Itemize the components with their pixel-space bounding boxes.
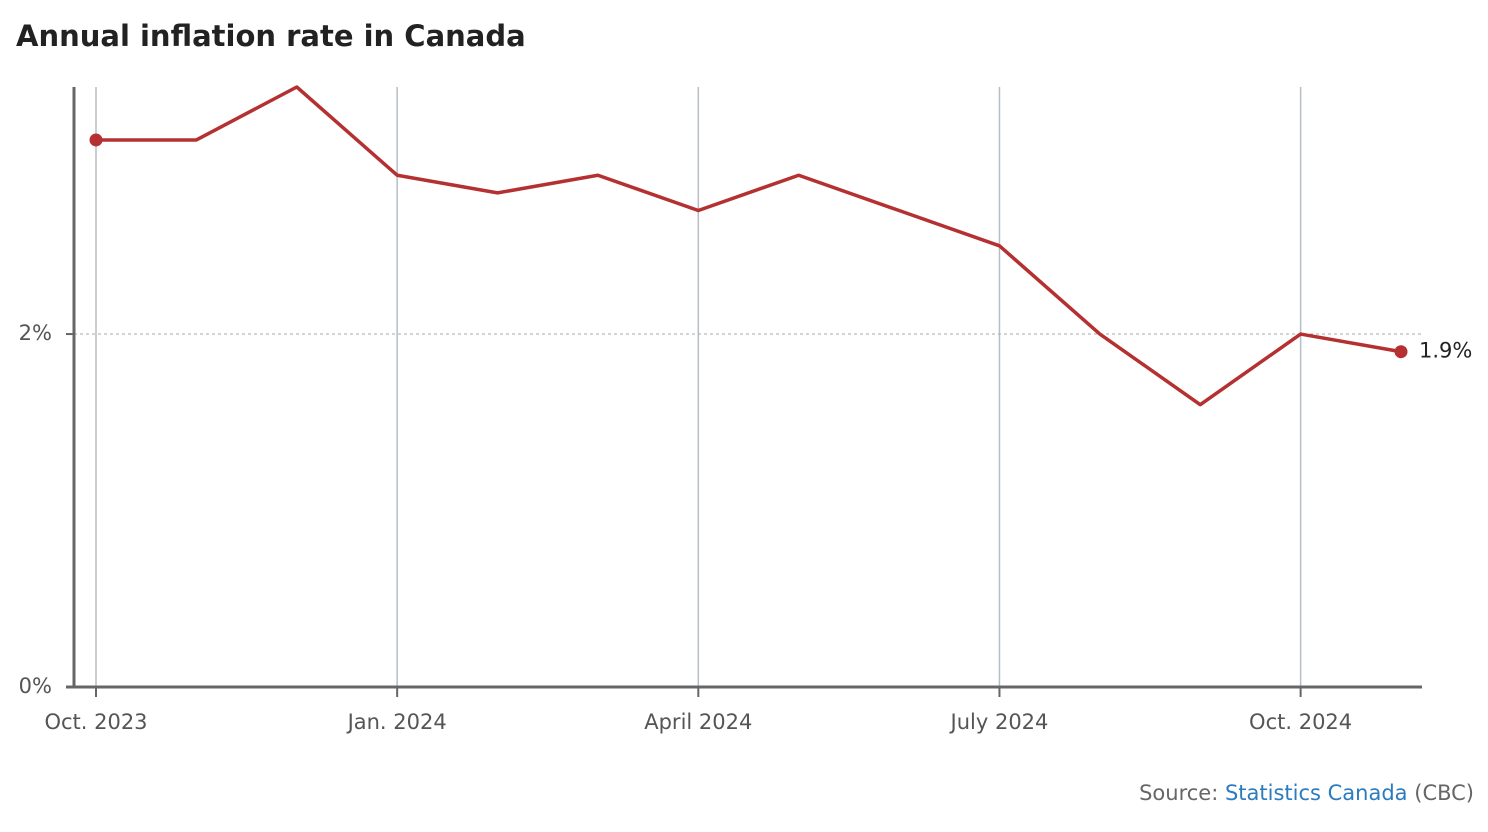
y-tick-label: 2%	[19, 321, 52, 345]
source-name[interactable]: Statistics Canada	[1225, 781, 1408, 805]
end-point	[1394, 345, 1408, 359]
x-tick-label: April 2024	[644, 710, 752, 734]
x-tick-label: Oct. 2024	[1249, 710, 1352, 734]
x-tick-label: Jan. 2024	[346, 710, 447, 734]
chart-title: Annual inflation rate in Canada	[16, 19, 526, 53]
y-tick-label: 0%	[19, 674, 52, 698]
value-label: 1.9%	[1419, 339, 1472, 363]
source-label: Source:	[1139, 781, 1218, 805]
end-point	[89, 133, 103, 147]
x-tick-label: Oct. 2023	[44, 710, 147, 734]
x-tick-label: July 2024	[949, 710, 1049, 734]
source: Source: Statistics Canada (CBC)	[1139, 781, 1474, 805]
line	[96, 85, 1402, 407]
source-note: (CBC)	[1414, 781, 1474, 805]
